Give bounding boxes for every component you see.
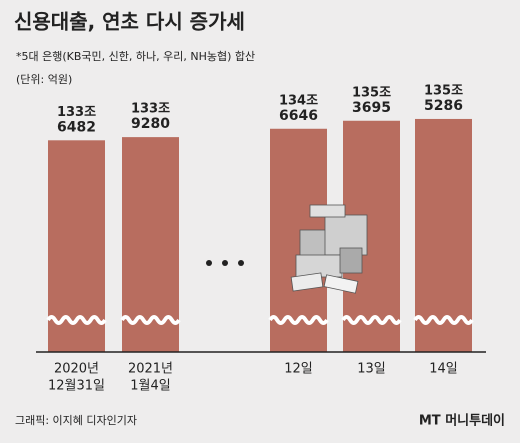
x-tick-label: 12일: [284, 362, 313, 377]
money-icon: [290, 204, 368, 294]
x-tick-label: 1월4일: [130, 379, 170, 394]
subtitle: *5대 은행(KB국민, 신한, 하나, 우리, NH농협) 합산: [16, 49, 255, 63]
x-tick-label: 2021년: [128, 362, 173, 377]
value-label: 134조: [279, 93, 318, 108]
credit: 그래픽: 이지혜 디자인기자: [15, 414, 137, 427]
value-label: 135조: [352, 85, 391, 100]
bar: [415, 118, 472, 353]
x-tick-label: 12월31일: [48, 379, 105, 394]
value-label: 9280: [131, 116, 170, 132]
axis-break: [341, 315, 402, 325]
value-label: 6646: [279, 108, 318, 124]
axis-break: [46, 315, 107, 325]
value-label: 135조: [424, 83, 463, 98]
value-label: 5286: [424, 98, 463, 114]
axis-break: [120, 315, 181, 325]
value-label: 133조: [131, 102, 170, 117]
axis-break: [268, 315, 329, 325]
axis-break: [413, 315, 474, 325]
unit-note: (단위: 억원): [16, 73, 72, 86]
gap-dots: [206, 260, 244, 266]
x-tick-label: 13일: [357, 362, 386, 377]
value-label: 133조: [57, 105, 96, 120]
logo: MT 머니투데이: [419, 413, 505, 429]
value-label: 6482: [57, 119, 96, 135]
x-tick-label: 2020년: [54, 362, 99, 377]
chart-title: 신용대출, 연초 다시 증가세: [14, 10, 245, 34]
x-tick-label: 14일: [429, 362, 458, 377]
value-label: 3695: [352, 100, 391, 116]
